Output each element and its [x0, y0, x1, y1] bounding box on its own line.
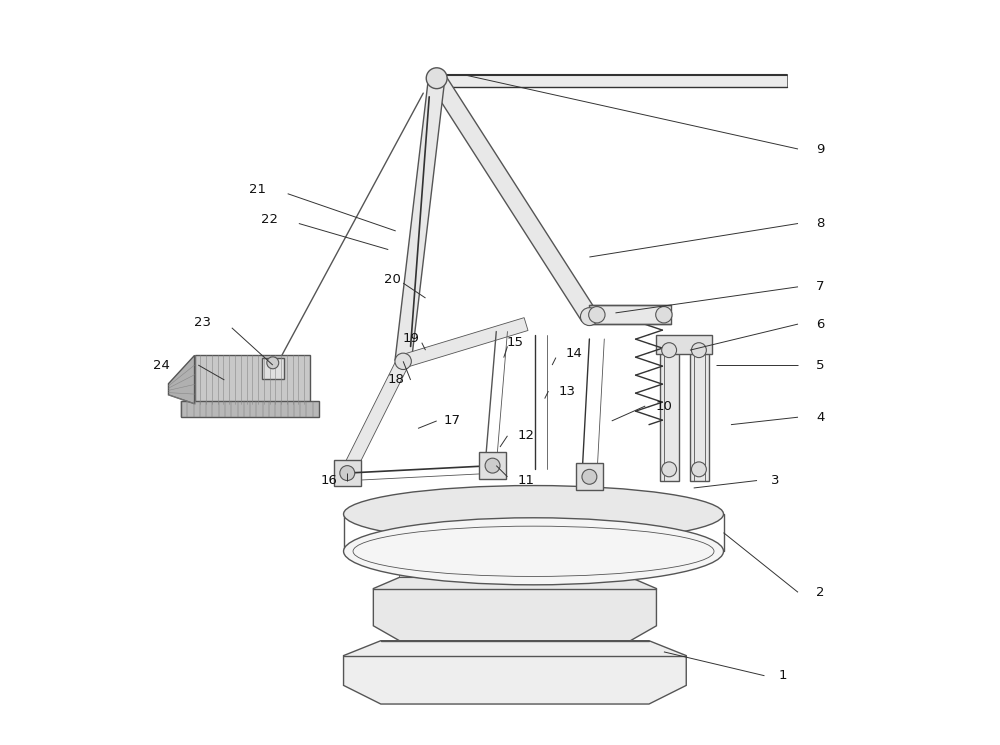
Text: 17: 17 [443, 414, 460, 428]
Circle shape [662, 462, 677, 477]
Polygon shape [341, 358, 409, 476]
Text: 15: 15 [506, 336, 523, 349]
Ellipse shape [344, 486, 723, 542]
Text: 24: 24 [153, 358, 169, 372]
Circle shape [589, 307, 605, 323]
Circle shape [662, 343, 677, 358]
Bar [181, 401, 319, 417]
Polygon shape [168, 355, 195, 404]
Polygon shape [690, 350, 709, 481]
Text: 23: 23 [194, 316, 211, 329]
Text: 18: 18 [387, 373, 404, 387]
Polygon shape [589, 305, 671, 324]
Circle shape [395, 353, 411, 370]
Text: 2: 2 [816, 586, 825, 599]
Bar [195, 355, 310, 404]
Bar [479, 452, 506, 479]
Text: 6: 6 [816, 317, 825, 331]
Text: 4: 4 [816, 410, 825, 424]
Text: 7: 7 [816, 280, 825, 294]
Circle shape [580, 308, 598, 326]
Text: 11: 11 [518, 474, 535, 487]
Polygon shape [395, 77, 445, 362]
Text: 9: 9 [816, 142, 825, 156]
Polygon shape [437, 75, 787, 87]
Text: 10: 10 [655, 399, 672, 413]
Circle shape [340, 466, 355, 481]
Circle shape [582, 469, 597, 484]
Text: 5: 5 [816, 358, 825, 372]
Polygon shape [373, 577, 656, 641]
Circle shape [656, 307, 672, 323]
Circle shape [267, 357, 279, 369]
Text: 12: 12 [518, 429, 535, 443]
Polygon shape [656, 335, 712, 354]
Ellipse shape [344, 518, 723, 585]
Polygon shape [429, 74, 597, 321]
Circle shape [691, 343, 706, 358]
Text: 14: 14 [566, 347, 583, 361]
Text: 13: 13 [559, 384, 576, 398]
Text: 21: 21 [249, 183, 266, 197]
Text: 22: 22 [261, 213, 278, 226]
Text: 3: 3 [771, 474, 780, 487]
Text: 20: 20 [384, 273, 400, 286]
Bar [334, 460, 361, 486]
Circle shape [426, 68, 447, 89]
Polygon shape [401, 317, 528, 368]
Polygon shape [660, 350, 679, 481]
Bar [576, 463, 603, 490]
Text: 16: 16 [320, 474, 337, 487]
Text: 1: 1 [779, 669, 787, 682]
Polygon shape [262, 358, 284, 379]
Circle shape [691, 462, 706, 477]
Circle shape [485, 458, 500, 473]
Text: 8: 8 [816, 217, 825, 230]
Polygon shape [344, 641, 686, 704]
Text: 19: 19 [402, 332, 419, 346]
